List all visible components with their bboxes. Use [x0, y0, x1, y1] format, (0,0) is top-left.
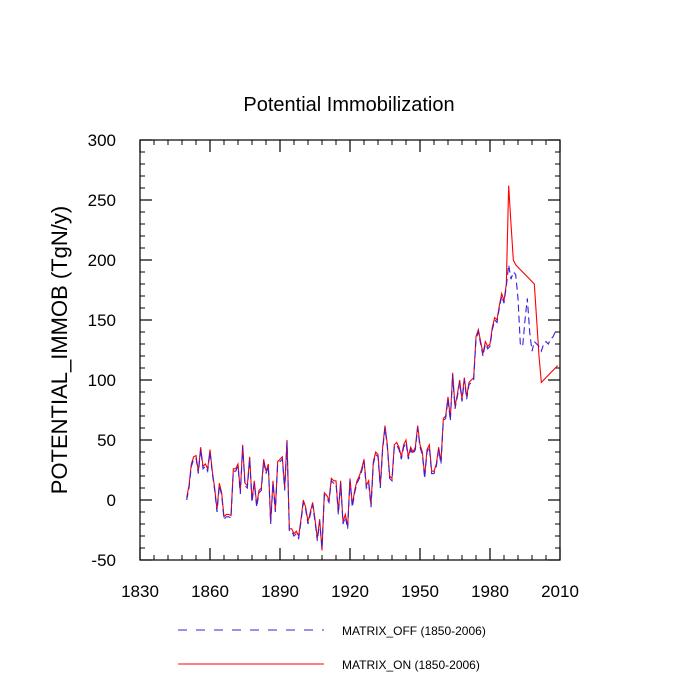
legend: MATRIX_OFF (1850-2006) MATRIX_ON (1850-20… — [178, 624, 486, 672]
plot-frame — [139, 139, 561, 561]
x-tick-label: 1860 — [191, 582, 229, 601]
y-tick-label: 50 — [97, 431, 116, 450]
y-tick-label: 0 — [107, 491, 116, 510]
legend-label: MATRIX_ON (1850-2006) — [342, 658, 480, 672]
legend-label: MATRIX_OFF (1850-2006) — [342, 624, 486, 638]
y-tick-label: 100 — [88, 371, 116, 390]
series-line-matrix-off — [186, 264, 559, 549]
minor-ticks — [140, 140, 560, 560]
x-tick-label: 1920 — [331, 582, 369, 601]
y-tick-label: -50 — [91, 551, 116, 570]
x-tick-labels: 1830 1860 1890 1920 1950 1980 2010 — [121, 582, 579, 601]
y-tick-label: 200 — [88, 251, 116, 270]
x-tick-label: 1980 — [471, 582, 509, 601]
series-lines — [186, 185, 559, 551]
chart-title: Potential Immobilization — [243, 94, 454, 116]
y-axis-label: POTENTIAL_IMMOB (TgN/y) — [47, 206, 72, 494]
y-tick-label: 150 — [88, 311, 116, 330]
x-tick-label: 1950 — [401, 582, 439, 601]
plot-area: 1830 1860 1890 1920 1950 1980 2010 -50 0 50 100 15… — [88, 131, 579, 601]
y-tick-label: 250 — [88, 191, 116, 210]
y-tick-label: 300 — [88, 131, 116, 150]
x-tick-label: 1890 — [261, 582, 299, 601]
major-ticks — [139, 139, 561, 561]
x-tick-label: 2010 — [541, 582, 579, 601]
y-tick-labels: -50 0 50 100 150 200 250 300 — [88, 131, 116, 570]
x-tick-label: 1830 — [121, 582, 159, 601]
